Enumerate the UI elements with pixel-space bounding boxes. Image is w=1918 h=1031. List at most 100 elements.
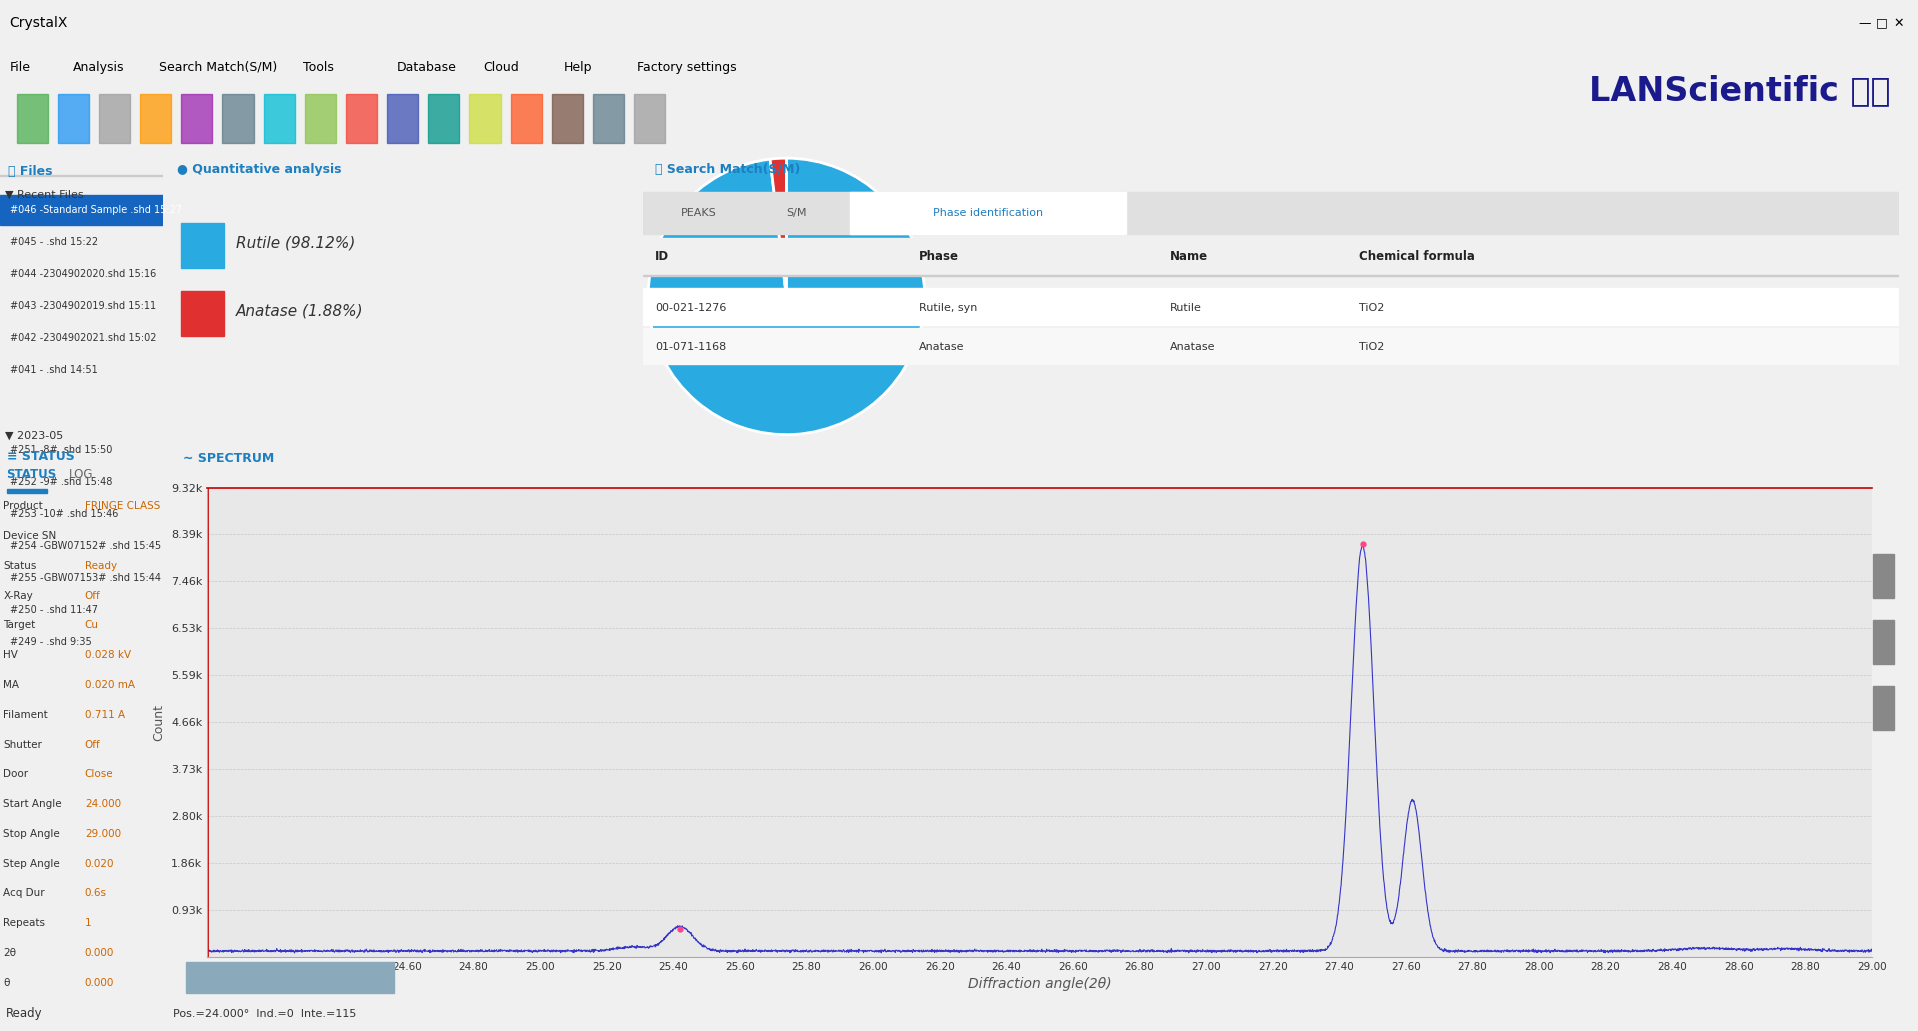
Text: Device SN: Device SN: [4, 531, 56, 541]
Text: Close: Close: [84, 769, 113, 779]
Text: □: □: [1876, 16, 1887, 30]
Text: Repeats: Repeats: [4, 919, 46, 928]
Text: 🔍 Search Match(S/M): 🔍 Search Match(S/M): [656, 163, 800, 176]
Bar: [593, 94, 623, 143]
Wedge shape: [648, 158, 924, 435]
Text: Help: Help: [564, 61, 593, 73]
Text: 0.020 mA: 0.020 mA: [84, 680, 134, 690]
Text: File: File: [10, 61, 31, 73]
Text: LOG: LOG: [69, 468, 92, 481]
Text: 1: 1: [84, 919, 92, 928]
Bar: [387, 94, 418, 143]
Text: —: —: [1859, 16, 1870, 30]
Text: Start Angle: Start Angle: [4, 799, 61, 809]
Text: HV: HV: [4, 651, 17, 660]
Text: Cloud: Cloud: [483, 61, 520, 73]
Bar: [643, 328, 1899, 365]
Bar: [100, 94, 130, 143]
Text: Ready: Ready: [84, 561, 117, 571]
Text: STATUS: STATUS: [6, 468, 58, 481]
Text: Off: Off: [84, 739, 100, 750]
Bar: [0, 175, 163, 176]
Bar: [58, 94, 88, 143]
Text: 0.711 A: 0.711 A: [84, 709, 125, 720]
Bar: [635, 94, 666, 143]
Text: Status: Status: [4, 561, 36, 571]
Text: 24.000: 24.000: [84, 799, 121, 809]
Text: ≡ STATUS: ≡ STATUS: [6, 450, 75, 463]
Text: #043 -2304902019.shd 15:11: #043 -2304902019.shd 15:11: [10, 301, 155, 311]
Text: Cu: Cu: [84, 621, 98, 630]
X-axis label: Diffraction angle(2θ): Diffraction angle(2θ): [969, 977, 1111, 991]
Bar: [182, 223, 224, 268]
Text: Rutile, syn: Rutile, syn: [919, 303, 978, 312]
Text: ● Quantitative analysis: ● Quantitative analysis: [176, 163, 341, 176]
Text: 0.6s: 0.6s: [84, 889, 107, 898]
Bar: [140, 94, 171, 143]
Text: ID: ID: [656, 251, 669, 263]
Text: Chemical formula: Chemical formula: [1358, 251, 1475, 263]
Text: ∼ SPECTRUM: ∼ SPECTRUM: [182, 452, 274, 465]
Text: Ready: Ready: [6, 1007, 42, 1021]
Text: Factory settings: Factory settings: [637, 61, 737, 73]
Text: #252 -9# .shd 15:48: #252 -9# .shd 15:48: [10, 477, 111, 488]
Bar: [305, 94, 336, 143]
Text: Shutter: Shutter: [4, 739, 42, 750]
Text: #042 -2304902021.shd 15:02: #042 -2304902021.shd 15:02: [10, 333, 155, 343]
Bar: [222, 94, 253, 143]
Text: 29.000: 29.000: [84, 829, 121, 839]
Text: 📁 Files: 📁 Files: [8, 165, 52, 177]
Text: #046 -Standard Sample .shd 15:27: #046 -Standard Sample .shd 15:27: [10, 205, 182, 215]
Text: ✕: ✕: [1893, 16, 1905, 30]
Text: #250 - .shd 11:47: #250 - .shd 11:47: [10, 605, 98, 616]
Bar: [345, 94, 378, 143]
Text: FRINGE CLASS: FRINGE CLASS: [84, 501, 159, 511]
Bar: [1872, 554, 1893, 598]
Text: #041 - .shd 14:51: #041 - .shd 14:51: [10, 365, 98, 374]
Text: 0.000: 0.000: [84, 977, 115, 988]
Text: S/M: S/M: [786, 208, 807, 218]
Text: Off: Off: [84, 591, 100, 601]
Text: CrystalX: CrystalX: [10, 16, 67, 30]
Text: Step Angle: Step Angle: [4, 859, 59, 869]
Text: Target: Target: [4, 621, 36, 630]
Text: Anatase: Anatase: [1170, 342, 1216, 353]
Bar: [0, 195, 163, 225]
Text: Name: Name: [1170, 251, 1208, 263]
Text: ▼ Recent Files: ▼ Recent Files: [6, 190, 84, 200]
Text: 0.028 kV: 0.028 kV: [84, 651, 130, 660]
Text: #254 -GBW07152# .shd 15:45: #254 -GBW07152# .shd 15:45: [10, 541, 161, 552]
Text: #249 - .shd 9:35: #249 - .shd 9:35: [10, 637, 92, 647]
Bar: [186, 962, 393, 993]
Text: Anatase (1.88%): Anatase (1.88%): [236, 303, 364, 319]
Y-axis label: Count: Count: [152, 704, 165, 740]
Text: Product: Product: [4, 501, 42, 511]
Text: Pos.=24.000°  Ind.=0  Inte.=115: Pos.=24.000° Ind.=0 Inte.=115: [173, 1009, 357, 1019]
Bar: [643, 238, 1899, 275]
Text: ▼ 2023-05: ▼ 2023-05: [6, 430, 63, 440]
Text: 0.000: 0.000: [84, 949, 115, 958]
Bar: [470, 94, 501, 143]
Text: Rutile (98.12%): Rutile (98.12%): [236, 235, 355, 251]
Text: X-Ray: X-Ray: [4, 591, 33, 601]
Text: 0.020: 0.020: [84, 859, 115, 869]
Bar: [6, 489, 48, 493]
Text: Door: Door: [4, 769, 29, 779]
Bar: [1872, 620, 1893, 664]
Text: #253 -10# .shd 15:46: #253 -10# .shd 15:46: [10, 509, 119, 520]
Text: 00-021-1276: 00-021-1276: [656, 303, 727, 312]
Text: Tools: Tools: [303, 61, 334, 73]
Text: 2θ: 2θ: [4, 949, 17, 958]
Bar: [17, 94, 48, 143]
Text: LANScientific 浪声: LANScientific 浪声: [1588, 73, 1891, 107]
Text: Stop Angle: Stop Angle: [4, 829, 59, 839]
Text: θ: θ: [4, 977, 10, 988]
Text: Rutile: Rutile: [1170, 303, 1203, 312]
Bar: [182, 291, 224, 336]
Bar: [643, 192, 1899, 234]
Text: Anatase: Anatase: [919, 342, 965, 353]
Bar: [510, 94, 541, 143]
Text: Search Match(S/M): Search Match(S/M): [159, 61, 278, 73]
Bar: [428, 94, 460, 143]
Bar: [643, 288, 1899, 325]
